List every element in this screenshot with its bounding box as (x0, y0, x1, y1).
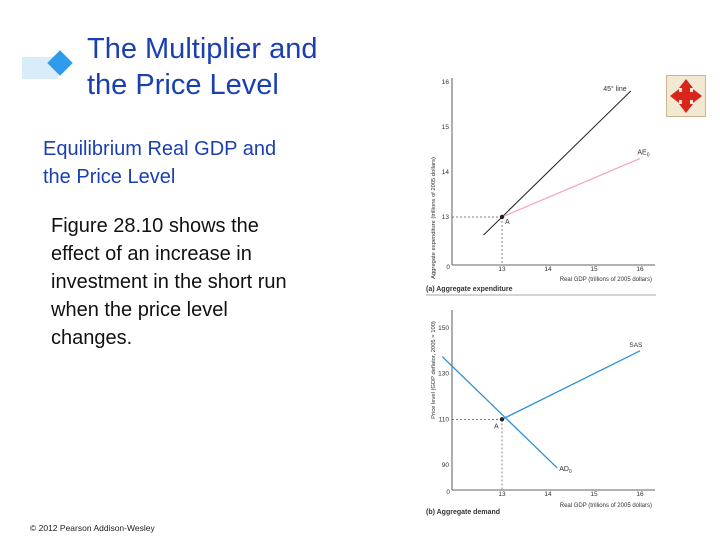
panel-a-title: (a) Aggregate expenditure (426, 286, 513, 293)
panel-a-y-tick: 13 (442, 214, 450, 221)
panel-a-x-tick: 15 (590, 266, 598, 273)
panel-b-ad0-line (441, 356, 558, 469)
panel-b-y-tick: 110 (439, 416, 450, 423)
panel-a-45-degree-line (483, 90, 632, 236)
panel-a-x-tick: 14 (544, 266, 552, 273)
panel-a-point-a (499, 214, 505, 220)
diamond-bullet-icon (22, 50, 73, 79)
panel-b-y-tick: 90 (442, 462, 450, 469)
navigation-button[interactable] (666, 75, 706, 117)
panel-b-y-axis-label: Price level (GDP deflator, 2005 = 100) (431, 321, 437, 419)
panel-a-point-a-label: A (505, 219, 510, 226)
panel-a-45-line-label: 45° line (603, 85, 627, 93)
panel-a-ae0-line (501, 157, 641, 218)
panel-a-ae0-label-main: AE (637, 150, 647, 157)
panel-a-x-tick: 13 (498, 266, 506, 273)
slide-title: The Multiplier and the Price Level (87, 33, 318, 101)
panel-b-point-a (499, 417, 505, 422)
panel-b-x-tick: 16 (636, 491, 644, 498)
panel-b-y-tick: 130 (438, 371, 449, 378)
panel-b-ad0-label-sub: 0 (569, 469, 572, 475)
panel-b-title: (b) Aggregate demand (426, 509, 500, 516)
panel-b-ad0-label: AD0 (559, 466, 572, 475)
panel-b: A SAS AD0 0 13 14 15 16 90 110 130 150 R… (426, 310, 655, 516)
panel-a-x-axis-label: Real GDP (trillions of 2005 dollars) (560, 277, 652, 283)
panel-a-x-tick-0: 0 (446, 264, 450, 271)
panel-a: A 45° line AE0 0 13 14 15 16 13 14 15 16… (426, 78, 656, 296)
panel-b-x-tick: 13 (498, 491, 506, 498)
panel-a-y-tick: 15 (442, 124, 450, 131)
panel-b-x-tick-0: 0 (446, 489, 450, 496)
figure-28-10: A 45° line AE0 0 13 14 15 16 13 14 15 16… (426, 78, 656, 516)
panel-a-x-tick: 16 (636, 266, 644, 273)
panel-b-sas-line (501, 350, 641, 420)
panel-b-x-axis-label: Real GDP (trillions of 2005 dollars) (560, 503, 652, 509)
four-arrows-nav-icon (670, 79, 702, 113)
panel-b-x-tick: 15 (590, 491, 598, 498)
panel-a-y-tick: 16 (442, 79, 450, 86)
panel-b-y-tick: 150 (438, 325, 449, 332)
copyright-notice: © 2012 Pearson Addison-Wesley (30, 523, 155, 533)
panel-b-point-a-label: A (494, 423, 499, 430)
panel-a-ae0-label-sub: 0 (647, 153, 650, 159)
slide-subtitle: Equilibrium Real GDP and the Price Level (43, 138, 277, 188)
panel-a-ae0-label: AE0 (637, 150, 649, 159)
panel-b-sas-label: SAS (629, 342, 643, 349)
panel-a-y-axis-label: Aggregate expenditure (trillions of 2005… (431, 157, 437, 279)
panel-b-x-tick: 14 (544, 491, 552, 498)
slide-body-text: Figure 28.10 shows the effect of an incr… (51, 215, 287, 349)
panel-b-ad0-label-main: AD (559, 466, 569, 473)
panel-a-y-tick: 14 (442, 169, 450, 176)
